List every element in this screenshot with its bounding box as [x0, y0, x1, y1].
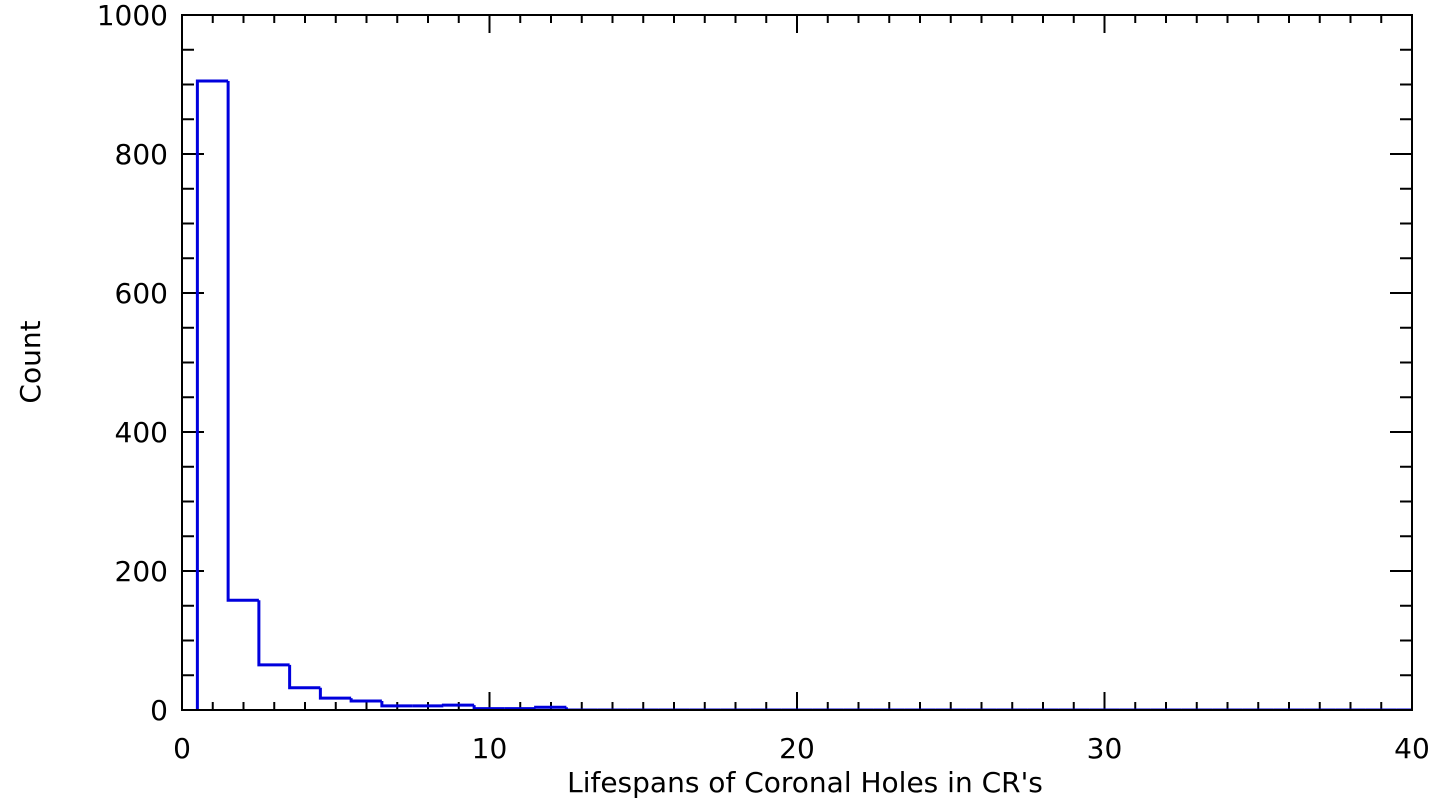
histogram-bin: [441, 703, 475, 707]
x-tick-label: 0: [173, 732, 191, 765]
histogram-bin: [226, 81, 259, 602]
y-tick-label: 400: [115, 416, 168, 449]
histogram: [195, 79, 1412, 710]
x-tick-label: 40: [1394, 732, 1430, 765]
x-tick-label: 20: [779, 732, 815, 765]
y-tick-label: 200: [115, 555, 168, 588]
histogram-bin: [349, 698, 382, 703]
histogram-bin: [472, 705, 505, 710]
histogram-bin: [195, 79, 229, 710]
histogram-bin: [288, 664, 321, 690]
y-tick-label: 600: [115, 277, 168, 310]
x-tick-label: 30: [1087, 732, 1123, 765]
plot-frame: [181, 14, 1413, 711]
x-axis-label: Lifespans of Coronal Holes in CR's: [567, 766, 1043, 799]
y-tick-label: 1000: [97, 0, 168, 32]
y-tick-label: 0: [150, 694, 168, 727]
histogram-bin: [380, 700, 413, 708]
histogram-bin: [257, 600, 290, 667]
y-axis-label: Count: [14, 320, 47, 403]
histogram-bin: [564, 707, 598, 710]
histogram-bin: [534, 705, 567, 709]
y-tick-label: 800: [115, 138, 168, 171]
histogram-bin: [318, 687, 352, 700]
x-tick-label: 10: [472, 732, 508, 765]
